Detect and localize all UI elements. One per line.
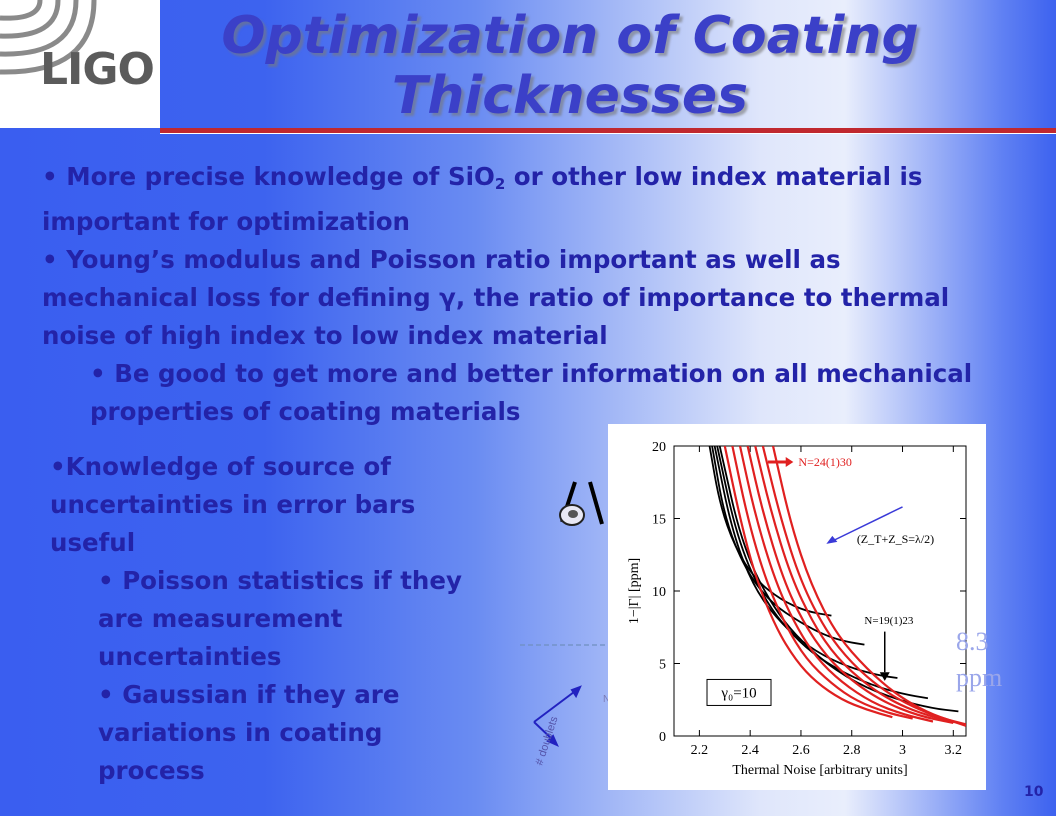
y-tick-label: 10 bbox=[652, 585, 666, 600]
y-tick-label: 15 bbox=[652, 513, 666, 528]
series-line-red bbox=[754, 446, 959, 725]
x-tick-label: 3 bbox=[899, 743, 906, 758]
y-tick-label: 0 bbox=[659, 730, 666, 745]
series-line-black bbox=[716, 446, 929, 700]
annotation-n19-23: N=19(1)23 bbox=[864, 615, 913, 627]
x-tick-label: 2.8 bbox=[843, 743, 861, 758]
x-axis-label: Thermal Noise [arbitrary units] bbox=[732, 763, 907, 778]
blue-arrow-head bbox=[826, 535, 838, 544]
series-line-red bbox=[746, 446, 954, 725]
x-tick-label: 2.2 bbox=[691, 743, 709, 758]
bullet-sio2-post: or other low index material is important… bbox=[42, 162, 923, 236]
annotation-n24-30: N=24(1)30 bbox=[798, 455, 851, 469]
eye-icon bbox=[559, 481, 604, 526]
title-rule bbox=[160, 128, 1056, 134]
page-title: Optimization of Coating Thicknesses bbox=[221, 6, 919, 126]
top-bullet-list: • More precise knowledge of SiO2 or othe… bbox=[42, 158, 982, 431]
series-line-red bbox=[738, 446, 934, 723]
ppm-value: 8.3 bbox=[956, 627, 989, 656]
bullet-sio2-sub: 2 bbox=[494, 175, 506, 193]
y-tick-label: 20 bbox=[652, 440, 666, 455]
axis-arrows-icon bbox=[533, 685, 582, 747]
blue-arrow-line bbox=[833, 506, 903, 541]
bullet-youngs-modulus: • Young’s modulus and Poisson ratio impo… bbox=[42, 245, 950, 350]
series-line-red bbox=[731, 446, 913, 720]
gamma-box bbox=[706, 678, 772, 706]
chart-panel: 2.2 2.4 2.6 2.8 3 3.2 0 5 10 15 20 Thermal Noise [a… bbox=[608, 424, 986, 790]
series-line-red bbox=[771, 446, 966, 727]
ppm-annotation: 8.3 ppm bbox=[956, 624, 1002, 696]
x-tick-label: 2.6 bbox=[792, 743, 810, 758]
logo-text: LIGO bbox=[40, 44, 155, 95]
doublets-label: # doublets bbox=[533, 714, 560, 766]
left-bullet-list: •Knowledge of source of uncertainties in… bbox=[50, 448, 470, 790]
series-line-red bbox=[761, 446, 966, 726]
bullet-sio2: • More precise knowledge of SiO2 or othe… bbox=[42, 158, 982, 241]
y-axis-label: 1−|Γ| [ppm] bbox=[627, 558, 642, 624]
annotation-zt-zs: (Z_T+Z_S=λ/2) bbox=[857, 532, 934, 546]
x-tick-label: 2.4 bbox=[741, 743, 759, 758]
series-line-red bbox=[723, 446, 893, 719]
logo-panel: LIGO bbox=[0, 0, 160, 128]
black-arrow-head bbox=[879, 672, 890, 681]
y-tick-label: 5 bbox=[659, 658, 666, 673]
gamma-box-label: γ₀=10 bbox=[720, 685, 756, 701]
ppm-unit: ppm bbox=[956, 663, 1003, 692]
chart-svg: 2.2 2.4 2.6 2.8 3 3.2 0 5 10 15 20 Thermal Noise [a… bbox=[627, 440, 967, 778]
logo-swirl-icon bbox=[0, 0, 97, 75]
bullet-uncertainties: •Knowledge of source of uncertainties in… bbox=[50, 452, 416, 557]
bullet-more-info: • Be good to get more and better informa… bbox=[90, 359, 973, 426]
page-number: 10 bbox=[1024, 784, 1044, 800]
bullet-poisson: • Poisson statistics if they are measure… bbox=[98, 566, 462, 671]
bullet-sio2-pre: • More precise knowledge of SiO bbox=[42, 162, 495, 191]
x-tick-label: 3.2 bbox=[945, 743, 963, 758]
bullet-gaussian: • Gaussian if they are variations in coa… bbox=[98, 680, 400, 785]
red-arrow-head bbox=[785, 456, 794, 467]
